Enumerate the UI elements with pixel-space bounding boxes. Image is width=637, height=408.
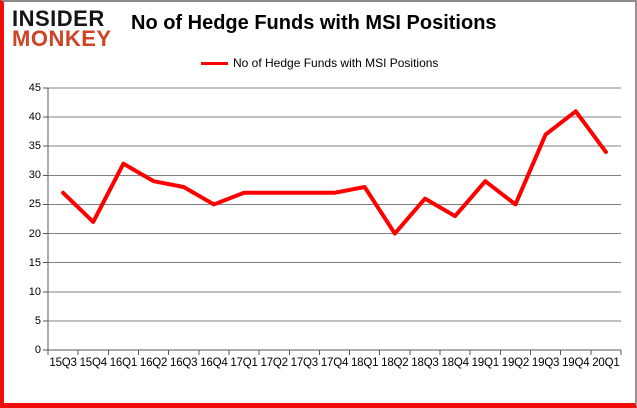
- x-axis-label: 16Q1: [109, 357, 138, 369]
- x-axis-label: 15Q3: [49, 357, 77, 369]
- legend-line-swatch: [201, 61, 228, 65]
- x-axis-label: 18Q4: [441, 357, 469, 369]
- y-axis-label: 35: [28, 140, 41, 153]
- x-axis-label: 19Q2: [501, 357, 530, 369]
- y-axis-label: 0: [34, 344, 41, 356]
- x-axis-label: 19Q3: [531, 357, 560, 369]
- legend: No of Hedge Funds with MSI Positions: [201, 56, 438, 70]
- y-axis-label: 45: [28, 82, 41, 94]
- x-axis-label: 16Q4: [200, 357, 228, 369]
- plot-area: 0 5 10 15 20 25 30 35 40 45 15Q3 15Q4 16Q1 16Q2 16Q3 16…: [4, 2, 635, 403]
- y-axis-label: 10: [28, 285, 41, 298]
- y-axis-label: 5: [34, 314, 41, 327]
- y-axis-label: 20: [28, 227, 41, 240]
- x-axis-label: 17Q4: [320, 357, 349, 369]
- x-axis-label: 15Q4: [79, 357, 108, 369]
- series-line-hedge-funds: [61, 109, 608, 236]
- y-axis-label: 25: [28, 198, 41, 211]
- legend-label: No of Hedge Funds with MSI Positions: [233, 56, 439, 70]
- x-axis-label: 17Q3: [290, 357, 319, 369]
- x-axis-label: 20Q1: [592, 357, 620, 369]
- x-axis-label: 16Q2: [139, 357, 168, 369]
- x-axis-label: 17Q2: [260, 357, 289, 369]
- logo-word-insider: INSIDER: [12, 6, 105, 31]
- x-axis-label: 17Q1: [230, 357, 258, 369]
- x-axis-label: 19Q4: [562, 357, 590, 369]
- x-axis-label: 18Q2: [381, 357, 409, 369]
- y-axis-label: 15: [28, 256, 41, 269]
- y-axis-label: 30: [28, 169, 41, 182]
- y-axis-label: 40: [28, 111, 41, 124]
- chart-canvas: [43, 87, 622, 355]
- x-axis-label: 16Q3: [170, 357, 198, 369]
- chart-title: No of Hedge Funds with MSI Positions: [131, 12, 497, 34]
- insider-monkey-logo: INSIDER MONKEY: [12, 6, 112, 52]
- x-axis-label: 18Q1: [350, 357, 379, 369]
- logo-word-monkey: MONKEY: [12, 26, 112, 52]
- x-axis-label: 18Q3: [411, 357, 439, 369]
- x-axis-label: 19Q1: [471, 357, 500, 369]
